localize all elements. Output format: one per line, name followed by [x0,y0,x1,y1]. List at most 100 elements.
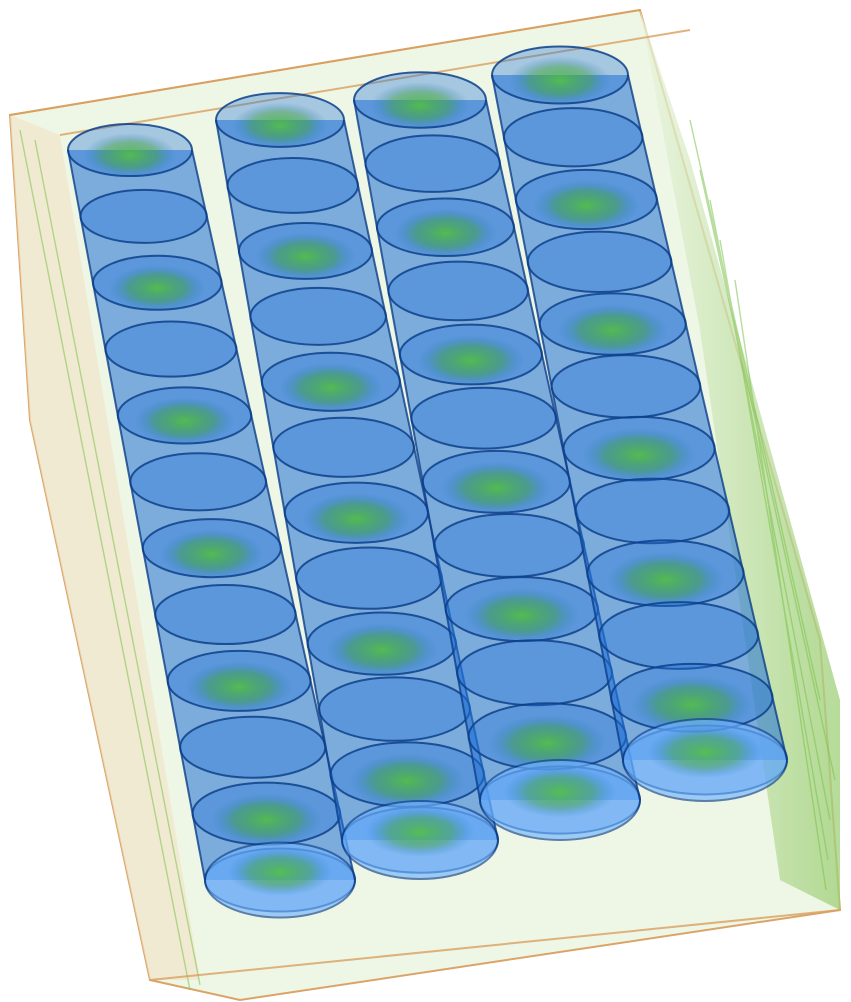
cylinder-core [464,588,579,643]
cylinder [67,122,193,178]
column-edge-left [353,99,481,801]
cylinder-core [134,397,235,445]
cylinder [249,286,388,346]
cylinder-fill [80,189,207,243]
cylinder [586,539,745,608]
cylinder-fill [365,135,500,192]
crate-right-wall [640,10,840,910]
cylinder [514,168,658,231]
cylinder-fill [388,261,528,321]
cylinder-core [533,180,640,231]
cylinder [283,481,430,545]
cylinder-fill [457,640,612,706]
column-bottom-core [227,848,333,896]
cylinder-fill [434,513,584,577]
cylinder-core [488,714,607,772]
cylinder [129,452,268,512]
cylinder [237,221,374,281]
container-array [67,45,788,919]
cylinder [375,197,516,258]
cylinder-fill [227,158,358,213]
cylinder [191,781,342,847]
cylinder [260,351,401,413]
cylinder-core [394,208,497,258]
cylinder [562,415,716,482]
cylinder-fill [155,585,296,645]
cylinder-core [211,793,322,847]
column-edge-left [67,149,206,881]
cylinder [226,157,359,214]
column-bottom-core [365,807,475,857]
cylinder [306,611,457,677]
cylinder [79,188,208,244]
column-edge-left [491,74,624,761]
cylinder-fill [296,547,442,609]
cylinder-fill [250,287,386,345]
cylinder [104,320,238,378]
cylinder [387,260,530,322]
cylinder [574,477,731,545]
cylinder-fill [130,453,267,511]
cylinder-fill [527,231,672,292]
cylinder [456,639,614,707]
cylinder-core [417,335,525,386]
cylinder [166,649,312,713]
cylinder-fill [273,417,414,477]
cylinder [215,92,345,149]
column-edge-left [215,119,343,841]
column-edge-right [627,74,788,761]
cylinder-core [185,661,293,713]
crate-left-wall [10,115,200,980]
cylinder [410,386,557,450]
cylinder [526,230,673,293]
cylinder-core [509,56,611,105]
cylinder [353,71,487,130]
cylinder-core [232,102,328,149]
container-column [67,122,356,919]
cylinder-fill [180,716,326,778]
cylinder [329,741,486,809]
cylinder-fill [575,478,730,544]
cylinder-core [370,81,470,130]
cylinder-core [326,623,438,677]
cylinder-core [160,529,264,579]
cylinder-core [582,427,696,482]
container-column [215,92,499,880]
cylinder [550,354,702,419]
cylinder-core [302,493,411,545]
cylinder [295,546,443,610]
cylinder [179,715,327,779]
cylinder [421,449,572,515]
cylinder-core [441,461,552,515]
cylinder [141,518,282,579]
cylinder-core [255,232,356,281]
column-bottom-core [647,725,763,779]
cylinder-core [83,133,177,178]
column-bottom-core [504,766,616,818]
cylinder [598,601,760,670]
cylinder-core [279,362,383,413]
cylinder [467,702,627,772]
container-column [353,71,641,841]
cylinder [116,386,253,445]
cylinder-fill [551,355,701,418]
cylinder [91,254,223,312]
cylinder [538,292,687,357]
cylinder-fill [105,321,237,377]
cylinder [444,576,599,643]
cylinder [502,107,644,168]
cylinder-fill [319,677,470,741]
cylinder-fill [599,602,759,669]
cylinder [364,134,501,193]
cylinder [398,323,543,386]
cylinder-fill [411,387,556,449]
cylinder-fill [503,108,643,167]
cylinder-core [349,753,465,809]
cylinder-core [108,265,206,312]
cylinder-core [606,551,725,608]
cylinder [433,512,585,578]
cylinder [154,584,297,646]
container-column [491,45,788,802]
crate-slats [19,119,836,991]
